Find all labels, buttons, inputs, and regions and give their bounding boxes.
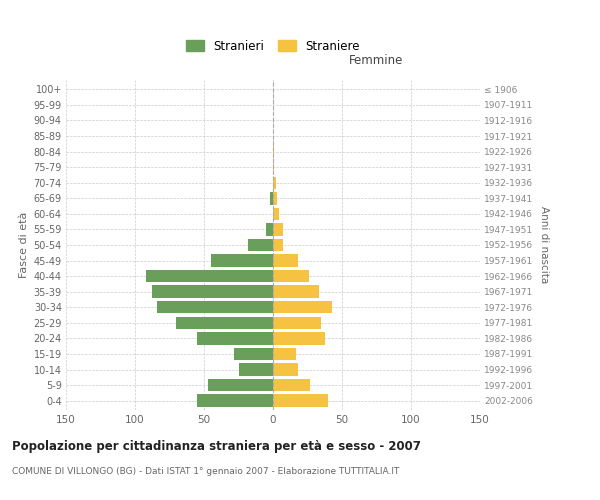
Bar bbox=[273, 270, 309, 282]
Bar bbox=[197, 394, 273, 407]
Bar bbox=[273, 301, 332, 314]
Bar bbox=[273, 379, 310, 392]
Bar bbox=[273, 208, 278, 220]
Bar bbox=[270, 192, 273, 204]
Bar bbox=[273, 176, 276, 189]
Bar bbox=[266, 223, 273, 235]
Bar bbox=[273, 348, 296, 360]
Bar bbox=[176, 316, 273, 329]
Bar bbox=[239, 364, 273, 376]
Bar bbox=[273, 364, 298, 376]
Bar bbox=[235, 348, 273, 360]
Bar bbox=[273, 286, 319, 298]
Y-axis label: Fasce di età: Fasce di età bbox=[19, 212, 29, 278]
Bar bbox=[208, 379, 273, 392]
Bar bbox=[197, 332, 273, 344]
Text: Popolazione per cittadinanza straniera per età e sesso - 2007: Popolazione per cittadinanza straniera p… bbox=[12, 440, 421, 453]
Bar bbox=[157, 301, 273, 314]
Bar bbox=[146, 270, 273, 282]
Text: Femmine: Femmine bbox=[349, 54, 404, 67]
Bar bbox=[152, 286, 273, 298]
Y-axis label: Anni di nascita: Anni di nascita bbox=[539, 206, 549, 284]
Bar bbox=[273, 192, 277, 204]
Bar bbox=[273, 146, 274, 158]
Text: COMUNE DI VILLONGO (BG) - Dati ISTAT 1° gennaio 2007 - Elaborazione TUTTITALIA.I: COMUNE DI VILLONGO (BG) - Dati ISTAT 1° … bbox=[12, 468, 400, 476]
Bar bbox=[273, 316, 322, 329]
Bar bbox=[273, 161, 274, 173]
Bar bbox=[273, 254, 298, 267]
Bar bbox=[273, 394, 328, 407]
Bar bbox=[273, 332, 325, 344]
Bar bbox=[273, 239, 283, 251]
Legend: Stranieri, Straniere: Stranieri, Straniere bbox=[186, 40, 360, 52]
Bar bbox=[273, 223, 283, 235]
Bar bbox=[211, 254, 273, 267]
Bar bbox=[248, 239, 273, 251]
